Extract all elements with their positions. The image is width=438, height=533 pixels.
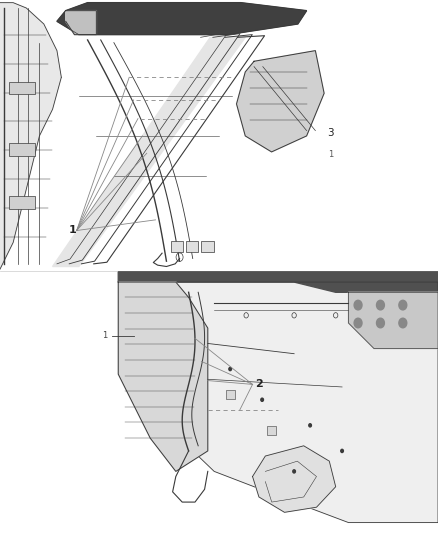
Polygon shape [237, 51, 324, 152]
Circle shape [377, 318, 385, 328]
Text: 1: 1 [328, 150, 333, 159]
Circle shape [354, 300, 362, 310]
Text: 1: 1 [69, 224, 77, 235]
Circle shape [399, 318, 407, 328]
Polygon shape [118, 282, 208, 471]
Text: 2: 2 [255, 379, 262, 389]
Circle shape [399, 300, 407, 310]
Polygon shape [118, 272, 438, 292]
Bar [267, 426, 276, 435]
Polygon shape [349, 292, 438, 349]
Bar [226, 390, 235, 399]
Circle shape [229, 367, 232, 370]
Circle shape [377, 300, 385, 310]
Circle shape [354, 318, 362, 328]
Polygon shape [253, 446, 336, 512]
Polygon shape [66, 11, 96, 35]
Polygon shape [57, 3, 307, 35]
Bar [9, 82, 35, 94]
Circle shape [341, 449, 343, 453]
Polygon shape [0, 3, 61, 269]
Polygon shape [53, 37, 245, 266]
Bar [201, 241, 214, 252]
Polygon shape [118, 282, 438, 522]
Text: 1: 1 [102, 332, 107, 340]
Bar [171, 241, 183, 252]
Circle shape [261, 398, 264, 401]
Text: 3: 3 [328, 128, 334, 138]
Bar [9, 196, 35, 209]
Bar [9, 143, 35, 156]
Bar [186, 241, 198, 252]
Circle shape [293, 470, 296, 473]
Circle shape [309, 424, 311, 427]
